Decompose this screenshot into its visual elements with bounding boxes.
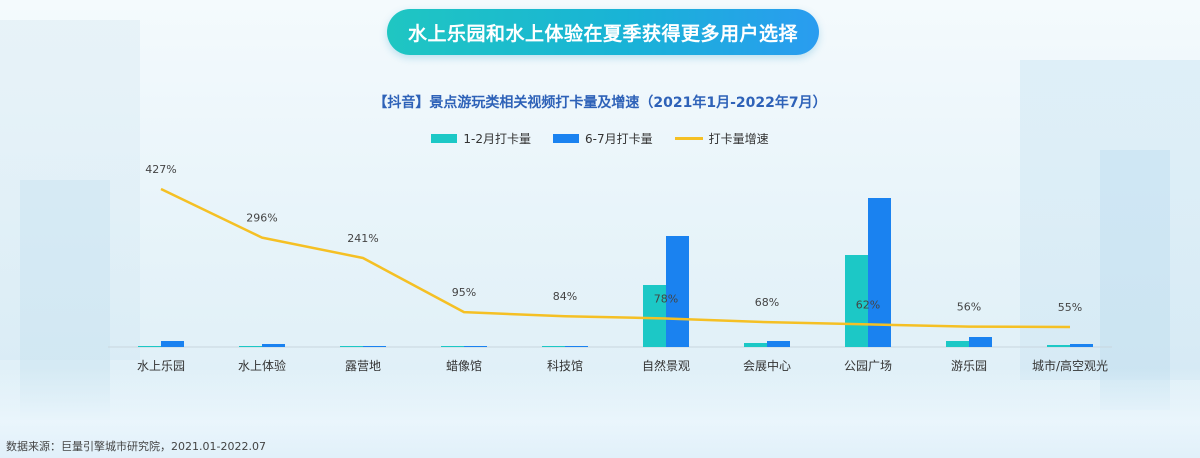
legend-swatch-series-1 xyxy=(431,134,458,143)
banner-title: 水上乐园和水上体验在夏季获得更多用户选择 xyxy=(387,9,819,55)
legend-item-series-2: 6-7月打卡量 xyxy=(552,130,653,147)
line-data-label-4: 84% xyxy=(553,290,577,303)
bar-series-2-8 xyxy=(969,337,992,347)
bar-series-1-2 xyxy=(340,346,363,347)
line-data-label-1: 296% xyxy=(246,212,277,225)
bar-series-2-1 xyxy=(262,344,285,347)
bar-series-2-0 xyxy=(161,341,184,347)
data-source-note: 数据来源：巨量引擎城市研究院，2021.01-2022.07 xyxy=(6,440,266,453)
line-series-3 xyxy=(160,187,1071,329)
x-tick-label-9: 城市/高空观光 xyxy=(1032,358,1108,373)
line-data-label-8: 56% xyxy=(957,301,981,314)
bar-series-1-6 xyxy=(744,343,767,347)
background-fog xyxy=(0,368,1200,458)
background-building-left xyxy=(0,20,140,360)
bar-series-2-9 xyxy=(1070,344,1093,347)
legend-swatch-series-3 xyxy=(674,137,703,140)
legend-label-series-1: 1-2月打卡量 xyxy=(463,132,531,146)
line-data-label-2: 241% xyxy=(347,232,378,245)
bar-series-2-6 xyxy=(767,341,790,347)
line-data-label-0: 427% xyxy=(145,163,176,176)
bar-series-1-1 xyxy=(239,346,262,347)
legend-item-series-1: 1-2月打卡量 xyxy=(431,130,531,147)
line-data-label-6: 68% xyxy=(755,296,779,309)
x-tick-label-5: 自然景观 xyxy=(642,358,690,373)
x-tick-label-3: 蜡像馆 xyxy=(446,358,482,373)
line-data-label-5: 78% xyxy=(654,292,678,305)
bar-series-1-5 xyxy=(643,285,666,347)
bar-series-2-4 xyxy=(565,346,588,347)
bar-series-2-2 xyxy=(363,346,386,347)
x-tick-label-7: 公园广场 xyxy=(844,359,892,373)
bar-series-2-3 xyxy=(464,346,487,347)
x-tick-label-4: 科技馆 xyxy=(547,358,583,373)
legend-label-series-2: 6-7月打卡量 xyxy=(584,132,653,146)
bar-series-1-0 xyxy=(138,346,161,347)
bar-series-2-7 xyxy=(868,198,891,347)
legend-label-series-3: 打卡量增速 xyxy=(708,132,769,146)
legend-item-series-3: 打卡量增速 xyxy=(674,130,769,147)
x-tick-label-2: 露营地 xyxy=(345,359,381,373)
chart-legend: 1-2月打卡量 6-7月打卡量 打卡量增速 xyxy=(0,130,1200,147)
bar-series-1-8 xyxy=(946,341,969,347)
x-tick-label-0: 水上乐园 xyxy=(137,359,185,373)
chart-title: 【抖音】景点游玩类相关视频打卡量及增速（2021年1月-2022年7月） xyxy=(373,95,827,111)
background-building-right-2 xyxy=(1100,150,1170,410)
bar-series-1-9 xyxy=(1047,345,1070,347)
bar-series-1-3 xyxy=(441,346,464,347)
line-data-label-7: 62% xyxy=(856,298,880,311)
legend-swatch-series-2 xyxy=(552,134,579,143)
line-data-label-9: 55% xyxy=(1058,301,1082,314)
bar-series-1-4 xyxy=(542,346,565,347)
x-tick-label-6: 会展中心 xyxy=(743,358,791,373)
line-data-label-3: 95% xyxy=(452,286,476,299)
x-tick-label-8: 游乐园 xyxy=(951,359,987,373)
x-tick-label-1: 水上体验 xyxy=(238,358,286,373)
